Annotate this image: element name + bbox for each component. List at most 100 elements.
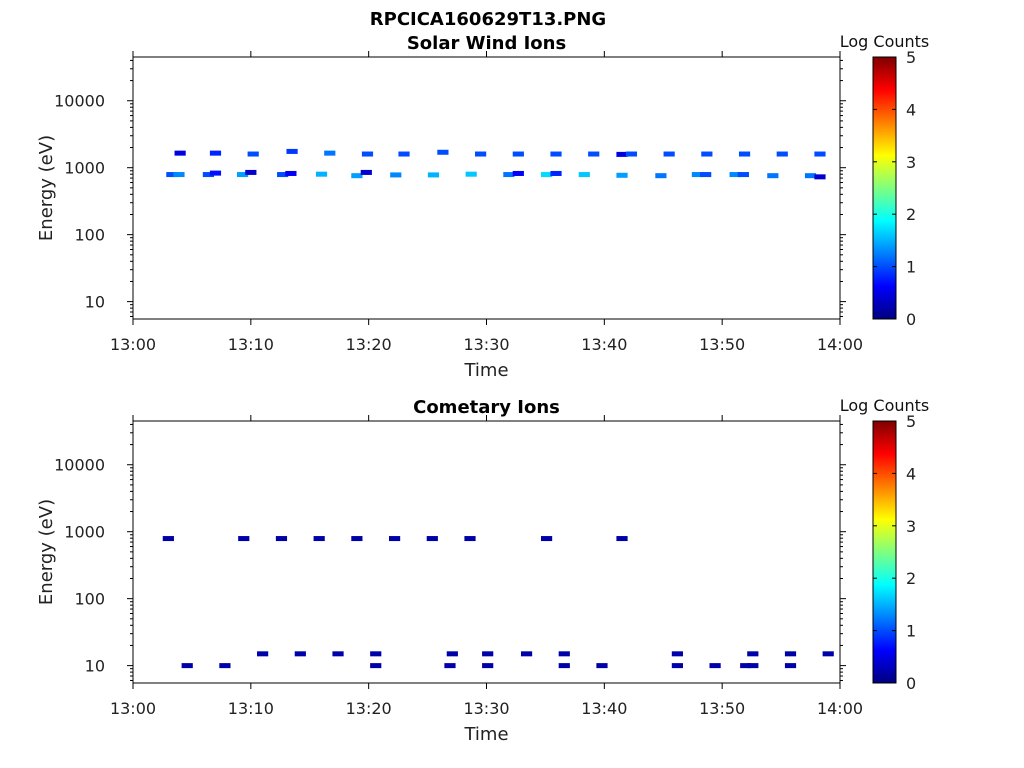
- data-cell: [655, 173, 667, 179]
- data-cell: [162, 536, 174, 542]
- data-cell: [209, 150, 222, 156]
- data-cell: [616, 151, 628, 157]
- data-cell: [360, 169, 372, 175]
- data-cell: [166, 172, 178, 178]
- data-cell: [671, 663, 683, 669]
- x-tick-label: 13:30: [463, 335, 509, 354]
- data-cell: [691, 172, 704, 178]
- data-cell: [437, 149, 449, 155]
- data-cell: [822, 651, 834, 657]
- x-tick-label: 13:30: [463, 699, 509, 718]
- data-cell: [465, 171, 477, 177]
- data-cell: [503, 172, 515, 178]
- colorbar-tick-label: 3: [906, 517, 916, 536]
- panel-title: Solar Wind Ions: [407, 33, 566, 54]
- data-cell: [663, 151, 675, 157]
- x-tick-label: 14:00: [817, 335, 863, 354]
- x-tick-label: 13:10: [228, 335, 274, 354]
- x-tick-label: 13:00: [110, 335, 156, 354]
- colorbar-tick-label: 2: [906, 569, 916, 588]
- data-cell: [578, 172, 590, 178]
- plot-frame: [132, 420, 841, 684]
- panel-title: Cometary Ions: [413, 397, 560, 418]
- data-cell: [236, 172, 249, 178]
- colorbar-tick-label: 1: [906, 258, 916, 277]
- colorbar-tick-label: 4: [906, 100, 916, 119]
- data-cell: [671, 651, 683, 657]
- data-cell: [390, 172, 402, 178]
- data-cell: [482, 663, 494, 669]
- data-cell: [747, 663, 759, 669]
- data-cell: [475, 151, 487, 157]
- data-cell: [740, 663, 752, 669]
- data-cell: [294, 651, 306, 657]
- data-cell: [596, 663, 608, 669]
- data-cell: [174, 150, 186, 156]
- data-cell: [388, 536, 401, 542]
- data-cell: [616, 536, 628, 542]
- data-cell: [784, 663, 797, 669]
- data-cell: [520, 651, 533, 657]
- data-cell: [426, 536, 438, 542]
- panel-1: Solar Wind Ions 13:00 13:10 13:20 13:30 13:40…: [36, 32, 929, 381]
- data-cell: [315, 171, 328, 177]
- data-cell: [245, 169, 257, 175]
- data-cell: [313, 536, 325, 542]
- data-cell: [767, 173, 779, 179]
- data-cell: [550, 151, 562, 157]
- colorbar-gradient: [872, 56, 897, 320]
- data-cell: [512, 170, 524, 176]
- y-tick-label: 10000: [54, 456, 105, 475]
- x-tick-label: 13:20: [346, 335, 392, 354]
- data-cell: [512, 151, 524, 157]
- data-cell: [370, 651, 382, 657]
- x-tick-label: 13:00: [110, 699, 156, 718]
- y-axis-label: Energy (eV): [36, 499, 57, 605]
- data-cell: [446, 651, 458, 657]
- y-tick-label: 100: [74, 226, 105, 245]
- colorbar-gradient: [872, 420, 897, 684]
- data-cell: [202, 172, 215, 178]
- x-tick-label: 13:20: [346, 699, 392, 718]
- data-cell: [464, 536, 476, 542]
- data-cell: [616, 172, 628, 178]
- colorbar-label: Log Counts: [840, 32, 930, 51]
- data-cell: [351, 173, 363, 179]
- data-cell: [257, 651, 269, 657]
- data-cell: [540, 172, 553, 178]
- data-cell: [700, 172, 712, 178]
- data-cell: [238, 536, 250, 542]
- x-tick-label: 13:40: [581, 699, 627, 718]
- data-cell: [286, 148, 298, 154]
- data-cell: [737, 172, 749, 178]
- data-cell: [181, 663, 193, 669]
- data-cell: [814, 151, 826, 157]
- data-cell: [173, 172, 185, 178]
- figure-title: RPCICA160629T13.PNG: [370, 9, 606, 30]
- data-cell: [558, 651, 570, 657]
- data-cell: [209, 170, 222, 176]
- x-tick-label: 13:10: [228, 699, 274, 718]
- data-cell: [738, 151, 751, 157]
- data-cell: [427, 172, 440, 178]
- data-cell: [285, 170, 297, 176]
- data-cell: [550, 170, 562, 176]
- x-axis-label: Time: [463, 360, 508, 381]
- data-cell: [351, 536, 363, 542]
- colorbar-label: Log Counts: [840, 396, 930, 415]
- colorbar-tick-label: 5: [906, 412, 916, 431]
- plot-frame: [132, 56, 841, 320]
- x-axis-label: Time: [463, 724, 508, 745]
- data-cell: [540, 536, 553, 542]
- colorbar-tick-label: 4: [906, 464, 916, 483]
- data-cell: [776, 151, 788, 157]
- data-cell: [275, 536, 288, 542]
- y-tick-label: 10: [85, 293, 105, 312]
- data-cell: [588, 151, 600, 157]
- data-cell: [324, 150, 336, 156]
- data-cell: [332, 651, 344, 657]
- data-cell: [361, 151, 374, 157]
